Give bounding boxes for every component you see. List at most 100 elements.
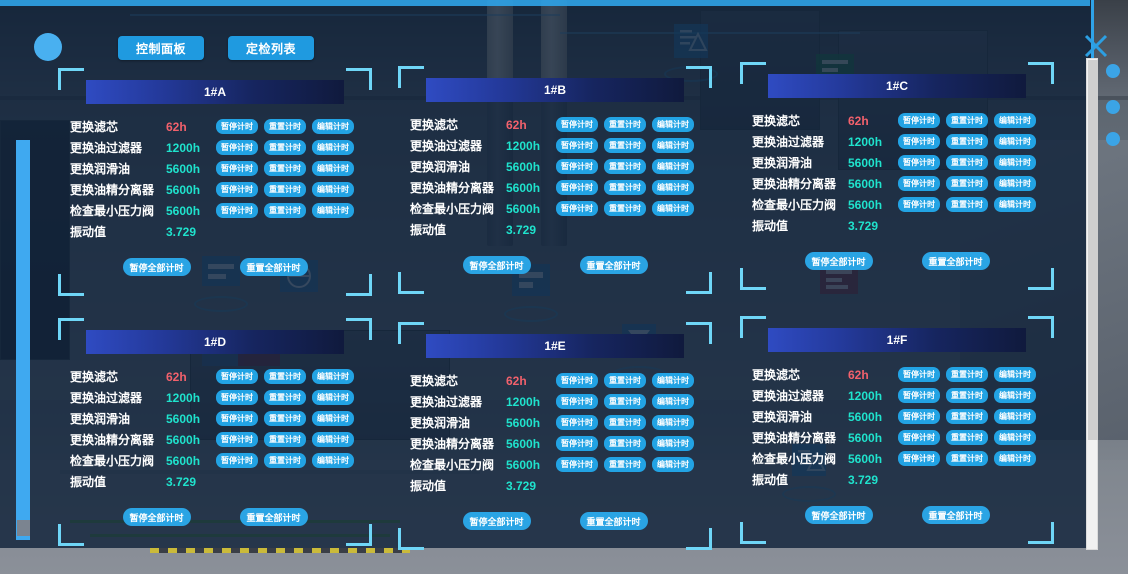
edit-timer-button[interactable]: 编辑计时 bbox=[652, 415, 694, 430]
edit-timer-button[interactable]: 编辑计时 bbox=[994, 367, 1036, 382]
pause-timer-button[interactable]: 暂停计时 bbox=[898, 388, 940, 403]
edit-timer-button[interactable]: 编辑计时 bbox=[994, 409, 1036, 424]
pause-timer-button[interactable]: 暂停计时 bbox=[216, 119, 258, 134]
scrollbar-thumb[interactable] bbox=[1088, 60, 1098, 440]
pause-timer-button[interactable]: 暂停计时 bbox=[216, 390, 258, 405]
reset-timer-button[interactable]: 重置计时 bbox=[264, 182, 306, 197]
pause-timer-button[interactable]: 暂停计时 bbox=[898, 409, 940, 424]
edit-timer-button[interactable]: 编辑计时 bbox=[312, 140, 354, 155]
pause-timer-button[interactable]: 暂停计时 bbox=[556, 201, 598, 216]
edit-timer-button[interactable]: 编辑计时 bbox=[312, 411, 354, 426]
pause-timer-button[interactable]: 暂停计时 bbox=[556, 436, 598, 451]
edit-timer-button[interactable]: 编辑计时 bbox=[994, 430, 1036, 445]
pause-timer-button[interactable]: 暂停计时 bbox=[216, 432, 258, 447]
edit-timer-button[interactable]: 编辑计时 bbox=[994, 388, 1036, 403]
edit-timer-button[interactable]: 编辑计时 bbox=[994, 155, 1036, 170]
reset-timer-button[interactable]: 重置计时 bbox=[264, 140, 306, 155]
pause-timer-button[interactable]: 暂停计时 bbox=[556, 180, 598, 195]
pause-all-timers-button[interactable]: 暂停全部计时 bbox=[804, 252, 873, 270]
edit-timer-button[interactable]: 编辑计时 bbox=[312, 161, 354, 176]
reset-timer-button[interactable]: 重置计时 bbox=[264, 411, 306, 426]
pause-timer-button[interactable]: 暂停计时 bbox=[556, 159, 598, 174]
reset-timer-button[interactable]: 重置计时 bbox=[604, 180, 646, 195]
reset-timer-button[interactable]: 重置计时 bbox=[946, 155, 988, 170]
edit-timer-button[interactable]: 编辑计时 bbox=[652, 138, 694, 153]
reset-timer-button[interactable]: 重置计时 bbox=[946, 388, 988, 403]
edit-timer-button[interactable]: 编辑计时 bbox=[652, 457, 694, 472]
reset-timer-button[interactable]: 重置计时 bbox=[264, 369, 306, 384]
reset-all-timers-button[interactable]: 重置全部计时 bbox=[579, 256, 648, 274]
pause-timer-button[interactable]: 暂停计时 bbox=[898, 197, 940, 212]
edit-timer-button[interactable]: 编辑计时 bbox=[652, 159, 694, 174]
edit-timer-button[interactable]: 编辑计时 bbox=[312, 432, 354, 447]
reset-timer-button[interactable]: 重置计时 bbox=[604, 117, 646, 132]
edit-timer-button[interactable]: 编辑计时 bbox=[312, 369, 354, 384]
edit-timer-button[interactable]: 编辑计时 bbox=[312, 453, 354, 468]
edit-timer-button[interactable]: 编辑计时 bbox=[994, 176, 1036, 191]
reset-all-timers-button[interactable]: 重置全部计时 bbox=[921, 252, 990, 270]
pause-all-timers-button[interactable]: 暂停全部计时 bbox=[804, 506, 873, 524]
pause-timer-button[interactable]: 暂停计时 bbox=[556, 373, 598, 388]
reset-timer-button[interactable]: 重置计时 bbox=[264, 119, 306, 134]
pause-all-timers-button[interactable]: 暂停全部计时 bbox=[462, 256, 531, 274]
pause-timer-button[interactable]: 暂停计时 bbox=[898, 155, 940, 170]
reset-all-timers-button[interactable]: 重置全部计时 bbox=[239, 258, 308, 276]
reset-timer-button[interactable]: 重置计时 bbox=[946, 134, 988, 149]
reset-timer-button[interactable]: 重置计时 bbox=[264, 203, 306, 218]
reset-timer-button[interactable]: 重置计时 bbox=[604, 138, 646, 153]
edit-timer-button[interactable]: 编辑计时 bbox=[994, 197, 1036, 212]
edit-timer-button[interactable]: 编辑计时 bbox=[652, 201, 694, 216]
reset-timer-button[interactable]: 重置计时 bbox=[604, 159, 646, 174]
pause-timer-button[interactable]: 暂停计时 bbox=[216, 140, 258, 155]
reset-timer-button[interactable]: 重置计时 bbox=[604, 394, 646, 409]
pause-timer-button[interactable]: 暂停计时 bbox=[898, 430, 940, 445]
reset-timer-button[interactable]: 重置计时 bbox=[264, 453, 306, 468]
pause-timer-button[interactable]: 暂停计时 bbox=[216, 369, 258, 384]
reset-all-timers-button[interactable]: 重置全部计时 bbox=[921, 506, 990, 524]
control-panel-button[interactable]: 控制面板 bbox=[118, 36, 204, 60]
pause-timer-button[interactable]: 暂停计时 bbox=[556, 138, 598, 153]
reset-timer-button[interactable]: 重置计时 bbox=[604, 457, 646, 472]
pause-timer-button[interactable]: 暂停计时 bbox=[898, 176, 940, 191]
pause-timer-button[interactable]: 暂停计时 bbox=[556, 117, 598, 132]
edit-timer-button[interactable]: 编辑计时 bbox=[994, 113, 1036, 128]
pause-timer-button[interactable]: 暂停计时 bbox=[898, 134, 940, 149]
edit-timer-button[interactable]: 编辑计时 bbox=[312, 182, 354, 197]
reset-all-timers-button[interactable]: 重置全部计时 bbox=[239, 508, 308, 526]
edit-timer-button[interactable]: 编辑计时 bbox=[994, 134, 1036, 149]
edit-timer-button[interactable]: 编辑计时 bbox=[652, 436, 694, 451]
vertical-scrollbar[interactable] bbox=[1086, 58, 1098, 550]
edit-timer-button[interactable]: 编辑计时 bbox=[312, 119, 354, 134]
pause-timer-button[interactable]: 暂停计时 bbox=[216, 182, 258, 197]
reset-timer-button[interactable]: 重置计时 bbox=[264, 390, 306, 405]
reset-timer-button[interactable]: 重置计时 bbox=[946, 197, 988, 212]
pause-timer-button[interactable]: 暂停计时 bbox=[898, 367, 940, 382]
reset-timer-button[interactable]: 重置计时 bbox=[604, 415, 646, 430]
edit-timer-button[interactable]: 编辑计时 bbox=[652, 373, 694, 388]
edit-timer-button[interactable]: 编辑计时 bbox=[312, 203, 354, 218]
reset-timer-button[interactable]: 重置计时 bbox=[946, 430, 988, 445]
pause-all-timers-button[interactable]: 暂停全部计时 bbox=[462, 512, 531, 530]
reset-timer-button[interactable]: 重置计时 bbox=[604, 436, 646, 451]
reset-timer-button[interactable]: 重置计时 bbox=[946, 451, 988, 466]
pause-timer-button[interactable]: 暂停计时 bbox=[216, 161, 258, 176]
pause-timer-button[interactable]: 暂停计时 bbox=[898, 451, 940, 466]
edit-timer-button[interactable]: 编辑计时 bbox=[312, 390, 354, 405]
reset-timer-button[interactable]: 重置计时 bbox=[946, 113, 988, 128]
pause-all-timers-button[interactable]: 暂停全部计时 bbox=[122, 258, 191, 276]
pause-timer-button[interactable]: 暂停计时 bbox=[556, 394, 598, 409]
reset-timer-button[interactable]: 重置计时 bbox=[264, 161, 306, 176]
pause-timer-button[interactable]: 暂停计时 bbox=[216, 203, 258, 218]
pause-timer-button[interactable]: 暂停计时 bbox=[898, 113, 940, 128]
reset-timer-button[interactable]: 重置计时 bbox=[604, 373, 646, 388]
pause-timer-button[interactable]: 暂停计时 bbox=[556, 457, 598, 472]
reset-timer-button[interactable]: 重置计时 bbox=[946, 176, 988, 191]
pause-all-timers-button[interactable]: 暂停全部计时 bbox=[122, 508, 191, 526]
reset-all-timers-button[interactable]: 重置全部计时 bbox=[579, 512, 648, 530]
edit-timer-button[interactable]: 编辑计时 bbox=[652, 180, 694, 195]
edit-timer-button[interactable]: 编辑计时 bbox=[652, 394, 694, 409]
reset-timer-button[interactable]: 重置计时 bbox=[264, 432, 306, 447]
inspection-list-button[interactable]: 定检列表 bbox=[228, 36, 314, 60]
edit-timer-button[interactable]: 编辑计时 bbox=[652, 117, 694, 132]
pause-timer-button[interactable]: 暂停计时 bbox=[216, 411, 258, 426]
